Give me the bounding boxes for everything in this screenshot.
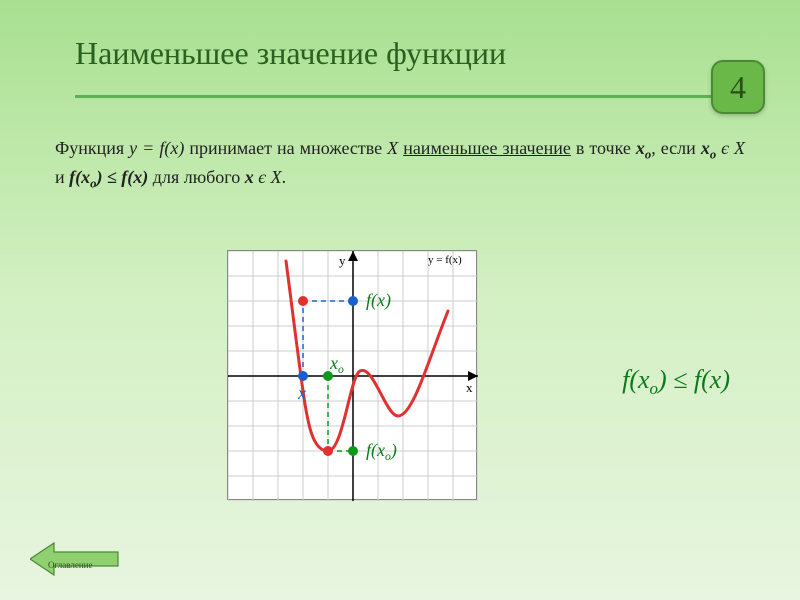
function-graph: x y y = f(x) f(x) x xo f(xo)	[227, 250, 477, 500]
back-arrow-button[interactable]	[30, 541, 120, 582]
svg-text:x: x	[297, 383, 306, 403]
inequality-label: f(xo) ≤ f(x)	[622, 365, 730, 399]
def-xvar: x	[245, 167, 254, 187]
svg-text:y = f(x): y = f(x)	[428, 254, 462, 266]
def-x0b-base: x	[701, 138, 710, 158]
def-t4: в точке	[571, 138, 636, 158]
svg-text:f(x): f(x)	[366, 290, 391, 311]
def-t1: Функция	[55, 138, 129, 158]
def-fx0-b: ) ≤ f(x)	[96, 167, 148, 187]
def-t7: для любого	[148, 167, 244, 187]
title-underline	[75, 95, 715, 98]
ineq-p1: f(x	[622, 365, 649, 394]
svg-text:y: y	[339, 253, 346, 268]
definition-text: Функция y = f(x) принимает на множестве …	[55, 135, 745, 194]
def-inX2: є X	[254, 167, 282, 187]
def-t6: и	[55, 167, 69, 187]
def-t8: .	[282, 167, 287, 187]
ineq-sub: o	[650, 379, 658, 398]
def-X: X	[387, 138, 398, 158]
svg-text:f(xo): f(xo)	[366, 440, 397, 463]
slide-number-badge: 4	[711, 60, 765, 114]
arrow-left-icon	[30, 541, 120, 577]
svg-text:x: x	[466, 380, 473, 395]
svg-text:xo: xo	[329, 353, 344, 376]
def-x0-base: x	[636, 138, 645, 158]
def-fx0-a: f(x	[69, 167, 90, 187]
graph-svg: x y y = f(x) f(x) x xo f(xo)	[228, 251, 478, 501]
page-title: Наименьшее значение функции	[75, 35, 506, 72]
ineq-p2: ) ≤ f(x)	[658, 365, 730, 394]
def-underlined: наименьшее значение	[403, 138, 571, 158]
def-t5: , если	[651, 138, 701, 158]
def-yfx: y = f(x)	[129, 138, 184, 158]
def-inX: є X	[716, 138, 745, 158]
def-t2: принимает на множестве	[184, 138, 387, 158]
